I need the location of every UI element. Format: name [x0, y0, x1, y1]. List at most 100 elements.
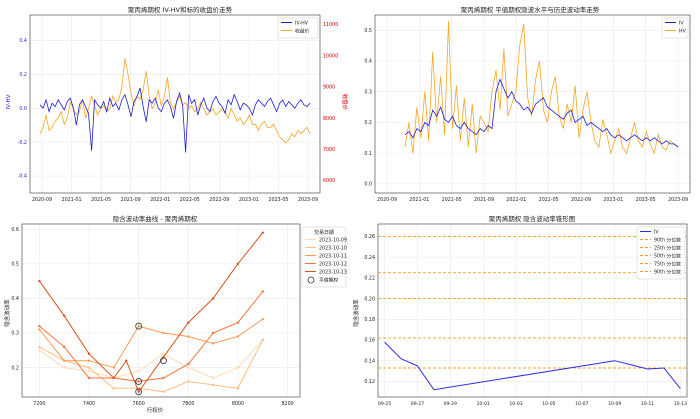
y-tick-label-left: -0.2: [18, 140, 27, 146]
x-tick-label: 7400: [83, 401, 95, 407]
y-tick-label: 0.26: [364, 234, 375, 240]
x-tick-label: 2023-09: [668, 197, 688, 203]
y-tick-label-right: 7000: [323, 147, 335, 153]
smile-point: [261, 317, 264, 321]
smile-point: [137, 324, 140, 328]
series-line-close-price: [39, 58, 311, 144]
legend-box: [661, 17, 689, 39]
x-tick-label: 10-05: [542, 401, 555, 407]
chart-title: 隐含波动率曲线 - 聚丙烯期权: [113, 214, 198, 223]
legend-label: 50th 分位数: [654, 253, 681, 260]
atm-marker: [135, 378, 143, 385]
legend-label: IV: [654, 230, 659, 236]
legend-label: IV: [679, 21, 684, 27]
smile-point: [187, 335, 190, 338]
x-tick-label: 2022-01: [150, 197, 170, 203]
x-tick-label: 2022-05: [180, 197, 200, 203]
x-tick-label: 2021-05: [442, 197, 462, 203]
x-tick-label: 2021-05: [91, 197, 111, 203]
legend-label: 2023-10-10: [319, 246, 347, 252]
x-tick-label: 7600: [133, 401, 145, 407]
chart-title: 聚丙烯期权 IV-HV和标的收盘价走势: [128, 5, 233, 14]
y-axis-label: 隐含波动率: [352, 299, 360, 327]
smile-point: [87, 366, 91, 369]
legend-label: 2023-10-13: [319, 270, 347, 276]
y-tick-label: 0.6: [11, 227, 19, 233]
smile-point: [62, 345, 66, 349]
legend-label: 收盘价: [295, 28, 310, 35]
smile-line: [39, 291, 264, 382]
y-tick-label-right: 9000: [323, 85, 335, 91]
x-tick-label: 2020-09: [377, 197, 397, 203]
y-tick-label-left: 0.2: [19, 72, 27, 78]
chart-iv-smile: 隐含波动率曲线 - 聚丙烯期权 行权价 隐含波动率 7200 7400 7600 78…: [3, 214, 347, 414]
y-tick-label: 0.5: [364, 28, 372, 34]
smile-point: [87, 369, 91, 373]
x-tick-label: 2023-01: [603, 197, 623, 203]
smile-point: [261, 290, 264, 293]
smile-point: [112, 376, 116, 380]
x-tick-label: 10-07: [575, 401, 588, 407]
smile-point: [211, 331, 215, 335]
smile-point: [38, 328, 41, 331]
y-tick-label: 0.2: [364, 120, 372, 126]
smile-point: [38, 279, 41, 283]
x-tick-label: 2023-05: [268, 197, 288, 203]
legend-label: 90th 分位数: [654, 237, 681, 244]
x-tick-label: 09-27: [411, 401, 424, 407]
y-axis-label-right: 收盘价: [341, 94, 349, 111]
smile-point: [87, 352, 91, 355]
legend: 交易日期 2023-10-09 2023-10-10 2023-10-11 2023-1…: [301, 226, 347, 288]
smile-point: [62, 359, 66, 362]
y-tick-label: 0.5: [11, 261, 19, 267]
y-axis-label-left: IV-HV: [6, 94, 12, 109]
smile-point: [187, 366, 190, 369]
series-line-iv: [384, 341, 681, 391]
smile-point: [137, 380, 140, 383]
x-tick-label: 2021-09: [474, 197, 494, 203]
legend-label: 平值期权: [319, 277, 338, 284]
smile-point: [162, 331, 165, 335]
smile-line: [39, 339, 264, 379]
x-tick-label: 10-11: [641, 401, 654, 407]
x-tick-label: 10-01: [477, 401, 490, 407]
smile-point: [236, 387, 240, 390]
plot-frame: [21, 223, 301, 398]
smile-point: [112, 387, 116, 390]
chart-iv-cone: 聚丙烯期权 隐含波动率锥形图 隐含波动率 09-25 09-27 09-29 10-0…: [352, 214, 688, 407]
y-tick-label-right: 8000: [323, 116, 335, 122]
smile-point: [187, 380, 190, 383]
smile-point: [62, 366, 66, 369]
x-tick-label: 09-25: [378, 401, 391, 407]
y-tick-label-left: -0.4: [18, 174, 27, 180]
y-tick-label: 0.18: [364, 317, 375, 323]
x-tick-label: 2022-05: [539, 197, 559, 203]
y-tick-label: 0.12: [364, 379, 375, 385]
smile-point: [211, 342, 215, 345]
y-tick-label-right: 10000: [323, 53, 338, 59]
chart-ivhv-price: 聚丙烯期权 IV-HV和标的收盘价走势 IV-HV 收盘价 2020-09 202…: [6, 5, 349, 203]
x-tick-label: 7800: [182, 401, 194, 407]
smile-point: [137, 369, 140, 373]
smile-point: [38, 345, 41, 349]
smile-line: [38, 232, 264, 393]
legend-label: 2023-10-11: [319, 254, 347, 260]
y-tick-label: 0.24: [364, 255, 375, 261]
plot-frame: [374, 14, 691, 194]
legend-label: IV-HV: [295, 21, 309, 27]
smile-point: [261, 338, 264, 342]
legend-box: [636, 226, 686, 280]
y-tick-label: 0.1: [364, 151, 372, 157]
series-line-hv: [404, 21, 679, 155]
chart-iv-hv: 聚丙烯期权 平值期权隐波水平与历史波动率走势 2020-09 2021-01 202…: [364, 5, 691, 203]
plot-frame: [29, 14, 321, 194]
x-tick-label: 2021-01: [62, 197, 82, 203]
x-tick-label: 2020-09: [32, 197, 52, 203]
y-tick-label-right: 11000: [323, 22, 338, 28]
smile-point: [38, 349, 41, 352]
atm-marker: [160, 357, 167, 365]
series-line-iv-hv: [39, 87, 311, 153]
y-tick-label: 0.20: [364, 296, 375, 302]
